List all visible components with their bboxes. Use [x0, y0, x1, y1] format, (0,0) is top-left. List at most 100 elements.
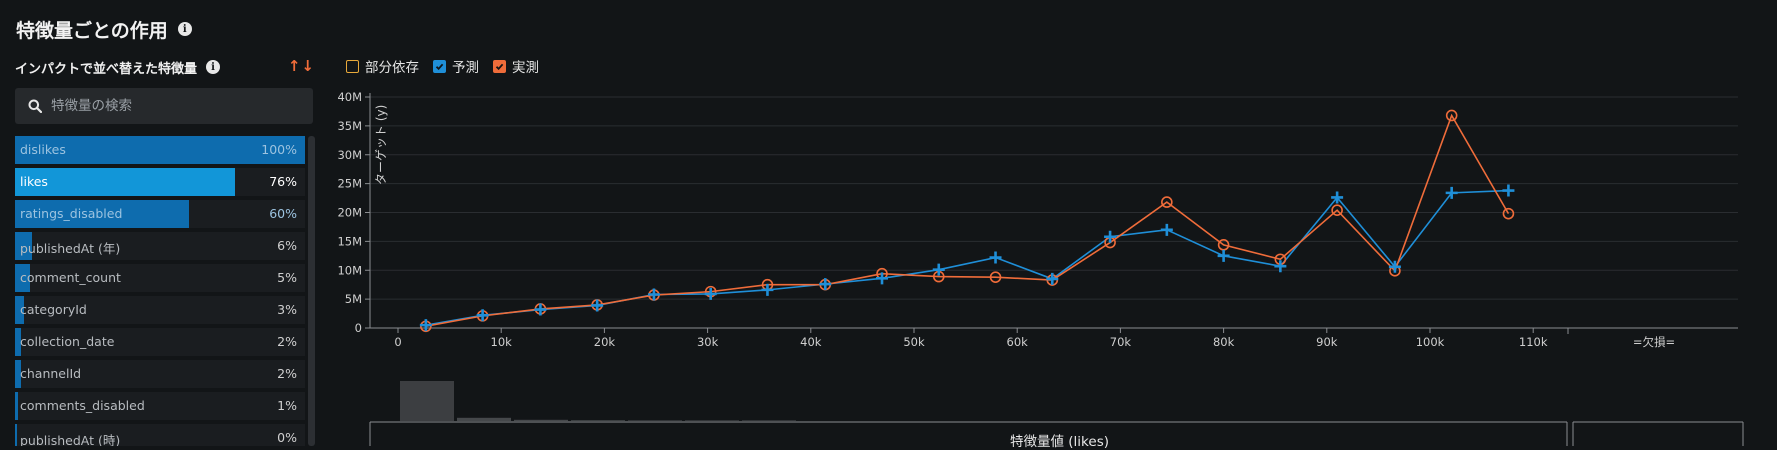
predicted-point [647, 288, 660, 301]
impact-bar [15, 264, 30, 292]
predicted-point [419, 319, 432, 332]
feature-name: publishedAt (時) [20, 433, 121, 446]
feature-name: categoryId [20, 302, 87, 317]
feature-row[interactable]: comment_count 5% [15, 264, 305, 292]
feature-row[interactable]: publishedAt (時) 0% [15, 424, 305, 446]
predicted-point [476, 309, 489, 322]
legend-checkbox[interactable] [493, 59, 506, 73]
x-tick-label: 110k [1519, 335, 1548, 349]
feature-impact-value: 100% [261, 142, 297, 157]
y-tick-label: 20M [337, 206, 362, 220]
legend-label: 予測 [452, 60, 479, 76]
x-tick-label: 50k [903, 335, 925, 349]
y-tick-label: 10M [337, 263, 362, 277]
predicted-point [704, 287, 717, 300]
legend-checkbox[interactable] [433, 59, 446, 73]
predicted-point [819, 278, 832, 291]
actual-point [1502, 207, 1515, 220]
feature-row[interactable]: collection_date 2% [15, 328, 305, 356]
feature-row[interactable]: publishedAt (年) 6% [15, 232, 305, 260]
legend-item[interactable]: 部分依存 [346, 56, 419, 76]
feature-name: channelId [20, 366, 82, 381]
feature-row[interactable]: dislikes 100% [15, 136, 305, 164]
impact-bar [15, 392, 18, 420]
feature-impact-value: 5% [277, 270, 297, 285]
predicted-point [1445, 186, 1458, 199]
series-line [425, 113, 1510, 328]
predicted-point [1217, 249, 1230, 262]
y-tick-label: 40M [337, 90, 362, 104]
impact-bar [15, 424, 17, 446]
predicted-point [989, 251, 1002, 264]
predicted-point [534, 303, 547, 316]
histogram-bar [685, 420, 739, 421]
impact-bar [15, 136, 305, 164]
histogram-bar [514, 419, 568, 421]
feature-row[interactable]: likes 76% [15, 168, 305, 196]
info-icon[interactable]: i [206, 60, 221, 74]
legend-label: 実測 [512, 60, 539, 76]
feature-name: comment_count [20, 270, 121, 285]
y-axis-title: ターゲット (y) [374, 105, 388, 185]
feature-row[interactable]: channelId 2% [15, 360, 305, 388]
feature-impact-value: 1% [277, 398, 297, 413]
feature-name: publishedAt (年) [20, 241, 121, 256]
feature-name: dislikes [20, 142, 66, 157]
predicted-point [1331, 191, 1344, 204]
legend-item[interactable]: 実測 [493, 56, 539, 76]
sidebar-title: インパクトで並べ替えた特徴量 [15, 61, 198, 77]
sidebar-header: インパクトで並べ替えた特徴量 i ↑↓ [15, 56, 315, 78]
predicted-point [1274, 260, 1287, 273]
y-tick-label: 5M [345, 292, 362, 306]
search-input[interactable] [49, 97, 293, 115]
x-tick-label: 40k [800, 335, 822, 349]
x-tick-label: 60k [1007, 335, 1029, 349]
x-tick-label: 70k [1110, 335, 1132, 349]
feature-impact-value: 0% [277, 430, 297, 445]
missing-category-label: =欠損= [1633, 335, 1675, 349]
feature-search[interactable] [15, 88, 313, 124]
feature-name: likes [20, 174, 48, 189]
predicted-point [1502, 184, 1515, 197]
feature-impact-value: 2% [277, 334, 297, 349]
feature-list: dislikes 100% likes 76% ratings_disabled 60% p… [15, 136, 305, 446]
impact-bar [15, 360, 21, 388]
predicted-point [1046, 272, 1059, 285]
chart-legend: 部分依存 予測 実測 [346, 56, 539, 76]
page-title: 特徴量ごとの作用 [16, 19, 168, 42]
header: 特徴量ごとの作用 i [16, 14, 192, 44]
sort-toggle-icon[interactable]: ↑↓ [287, 57, 315, 75]
feature-name: collection_date [20, 334, 115, 349]
x-tick-label: 100k [1416, 335, 1445, 349]
y-tick-label: 25M [337, 177, 362, 191]
predicted-point [1160, 223, 1173, 236]
predicted-point [932, 263, 945, 276]
impact-bar [15, 328, 21, 356]
legend-item[interactable]: 予測 [433, 56, 479, 76]
info-icon[interactable]: i [177, 22, 192, 36]
y-tick-label: 35M [337, 119, 362, 133]
feature-name: comments_disabled [20, 398, 145, 413]
impact-bar [15, 232, 33, 260]
predicted-point [591, 299, 604, 312]
predicted-point [1104, 230, 1117, 243]
feature-row[interactable]: categoryId 3% [15, 296, 305, 324]
x-tick-label: 10k [491, 335, 513, 349]
impact-bar [15, 296, 24, 324]
actual-point [1161, 196, 1173, 208]
feature-list-scrollbar[interactable] [308, 136, 315, 446]
feature-row[interactable]: comments_disabled 1% [15, 392, 305, 420]
y-tick-label: 30M [337, 148, 362, 162]
x-tick-label: 0 [394, 335, 401, 349]
legend-checkbox[interactable] [346, 59, 359, 73]
feature-impact-value: 3% [277, 302, 297, 317]
feature-impact-value: 6% [277, 238, 297, 253]
predicted-point [1388, 260, 1401, 273]
legend-label: 部分依存 [365, 60, 419, 76]
actual-point [989, 271, 1002, 283]
impact-bar [15, 200, 189, 228]
x-tick-label: 30k [697, 335, 719, 349]
histogram-bar [628, 420, 682, 421]
feature-row[interactable]: ratings_disabled 60% [15, 200, 305, 228]
x-tick-label: 20k [594, 335, 616, 349]
